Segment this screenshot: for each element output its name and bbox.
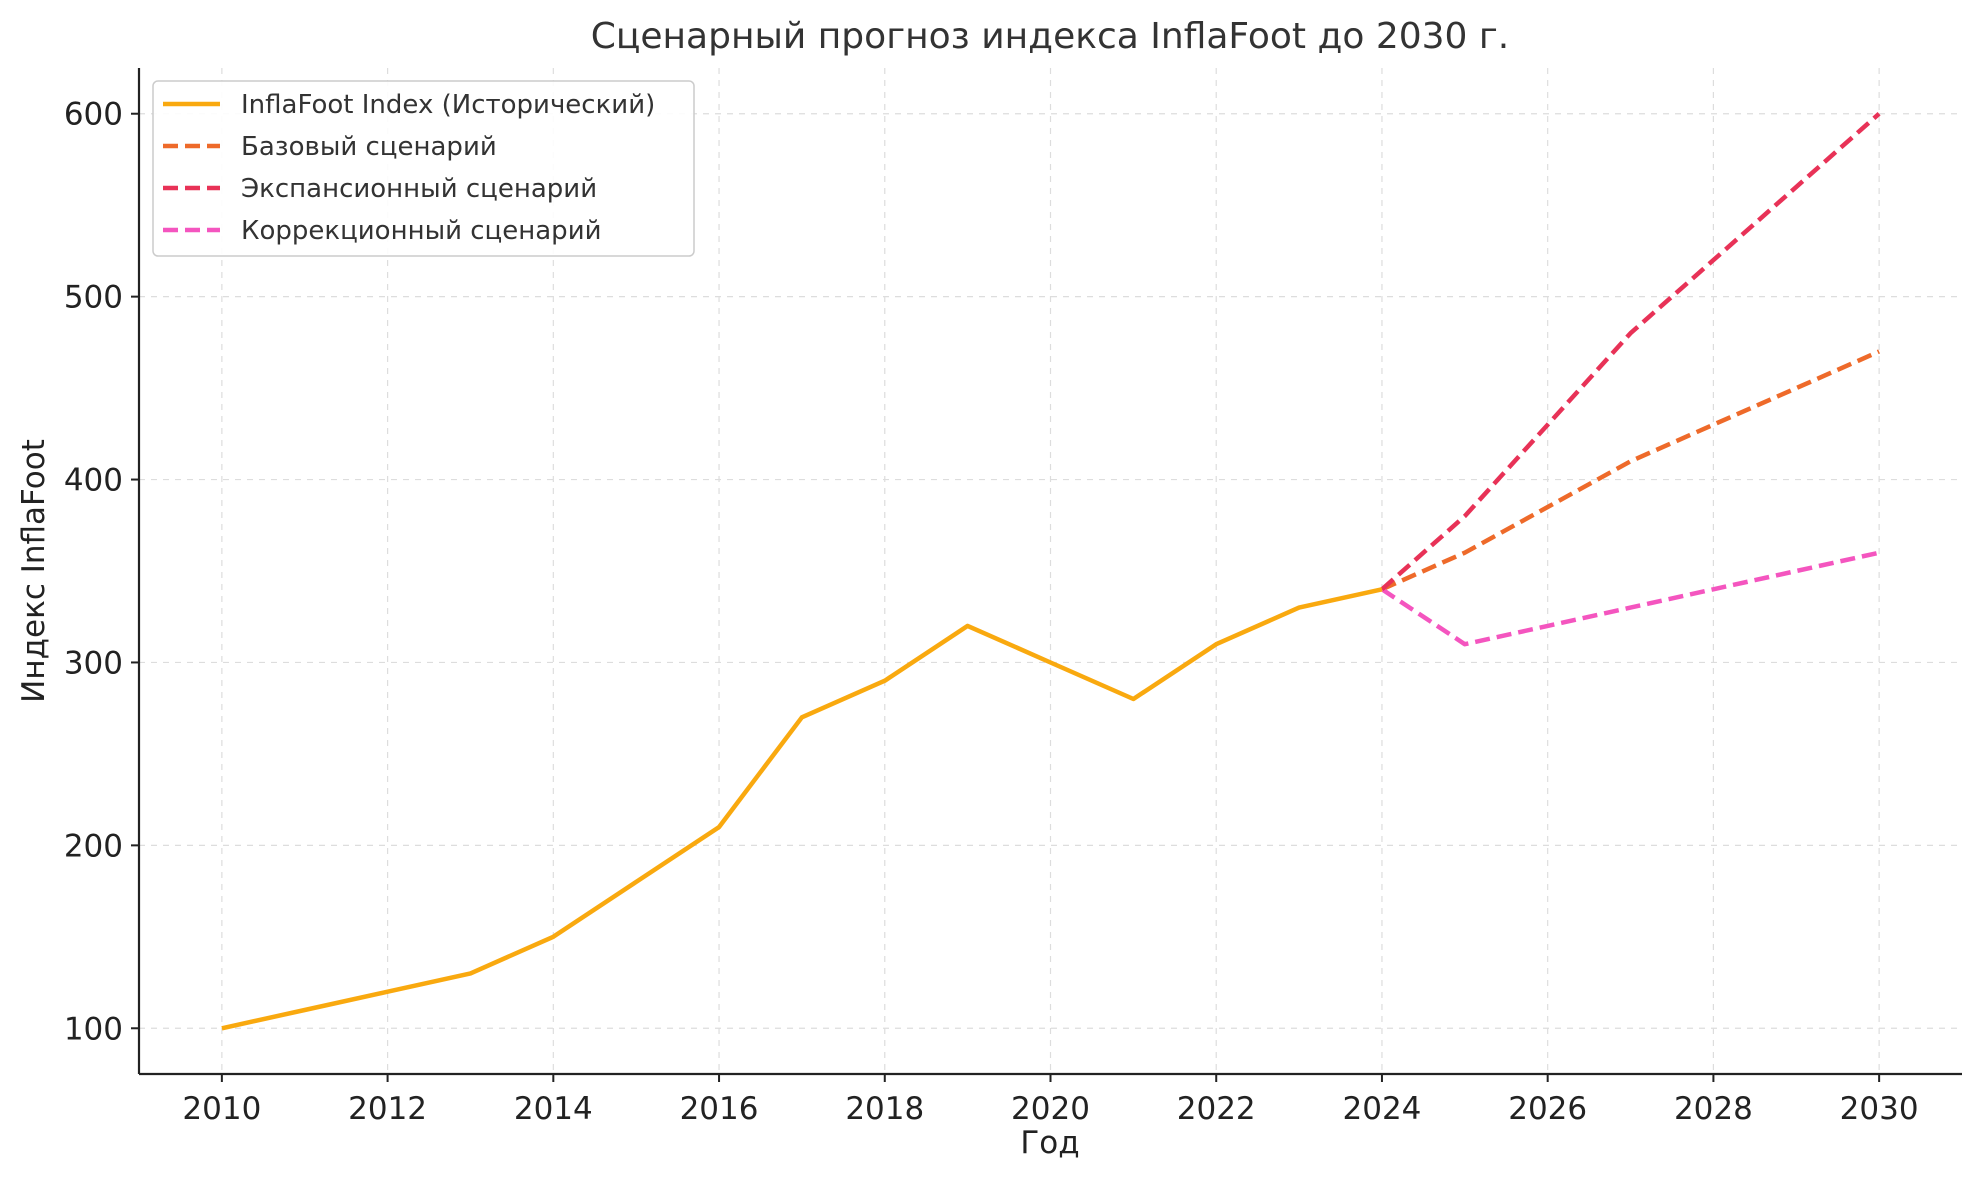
- legend: InflaFoot Index (Исторический) Базовый сц…: [152, 80, 695, 257]
- series-line-correction: [1380, 550, 1880, 647]
- x-tick-label: 2020: [1011, 1091, 1090, 1127]
- series-line-expansion: [1380, 112, 1881, 591]
- x-tick-label: 2018: [845, 1091, 924, 1127]
- series-line-historical: [221, 587, 1383, 1031]
- legend-label-expansion: Экспансионный сценарий: [241, 174, 597, 204]
- x-tick-label: 2022: [1177, 1091, 1256, 1127]
- legend-label-correction: Коррекционный сценарий: [241, 216, 601, 246]
- y-tick-label: 400: [64, 463, 123, 499]
- chart-title: Сценарный прогноз индекса InflaFoot до 2…: [591, 16, 1510, 57]
- x-tick-label: 2028: [1674, 1091, 1753, 1127]
- legend-box: [152, 80, 695, 257]
- y-tick-label: 500: [64, 280, 123, 316]
- x-tick-label: 2010: [182, 1091, 261, 1127]
- x-tick-label: 2016: [680, 1091, 759, 1127]
- x-tick-label: 2026: [1508, 1091, 1587, 1127]
- x-tick-label: 2014: [514, 1091, 593, 1127]
- x-tick-label: 2030: [1840, 1091, 1919, 1127]
- y-tick-label: 300: [64, 645, 123, 681]
- legend-label-historical: InflaFoot Index (Исторический): [241, 90, 655, 120]
- series-line-base: [1381, 349, 1881, 592]
- y-axis-label: Индекс InflaFoot: [16, 439, 52, 703]
- x-tick-label: 2012: [348, 1091, 427, 1127]
- y-tick-label: 200: [64, 828, 123, 864]
- legend-label-base: Базовый сценарий: [241, 132, 497, 162]
- x-tick-label: 2024: [1343, 1091, 1422, 1127]
- series-layer: [221, 112, 1881, 1031]
- ticks: 2010 2012 2014 2016 2018 2020 2022 2024 2026 2028…: [64, 97, 1919, 1127]
- y-tick-label: 100: [64, 1011, 123, 1047]
- y-tick-label: 600: [64, 97, 123, 133]
- x-axis-label: Год: [1020, 1125, 1079, 1161]
